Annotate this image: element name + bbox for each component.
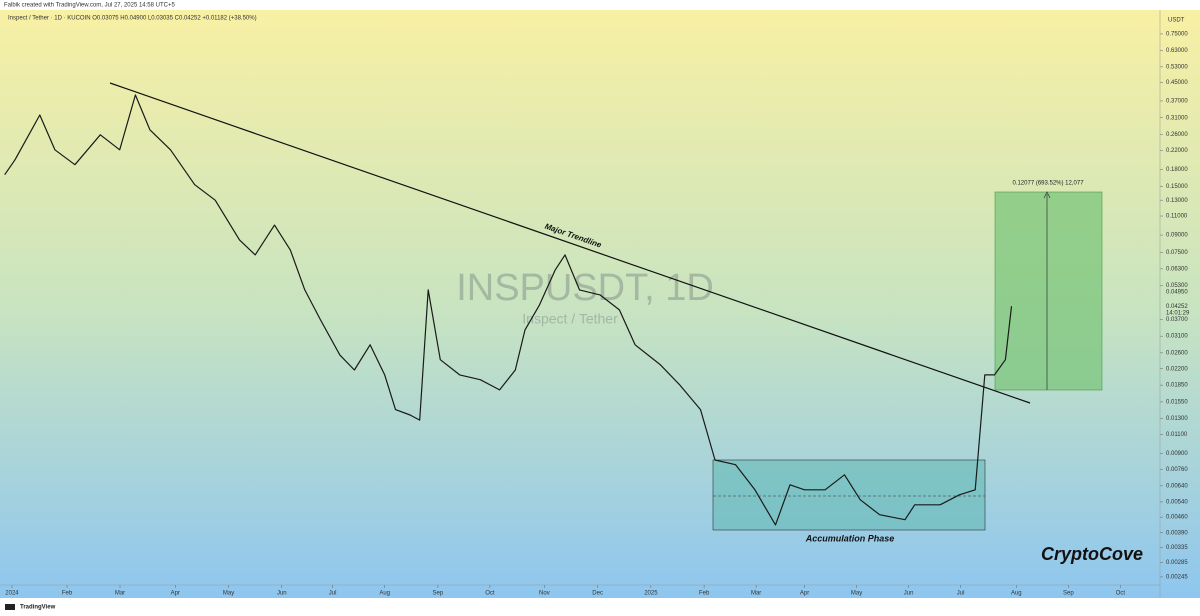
y-tick-label: 0.00245 xyxy=(1166,574,1188,580)
y-tick-label: 0.18000 xyxy=(1166,167,1188,173)
y-tick-label: 0.26000 xyxy=(1166,132,1188,138)
x-tick-label: Sep xyxy=(433,591,444,597)
y-tick-label: 0.01550 xyxy=(1166,400,1188,406)
y-tick-label: 0.09000 xyxy=(1166,233,1188,239)
y-tick-label: 0.00640 xyxy=(1166,483,1188,489)
y-tick-label: 0.01100 xyxy=(1166,432,1188,438)
accumulation-box xyxy=(712,459,986,531)
trendline xyxy=(109,82,1031,404)
y-tick-label: 0.00390 xyxy=(1166,530,1188,536)
x-tick-label: May xyxy=(223,591,234,597)
price-line xyxy=(4,94,1013,526)
x-tick-label: 2025 xyxy=(644,591,658,597)
x-tick-label: Sep xyxy=(1063,591,1074,597)
x-tick-label: Jul xyxy=(329,591,337,597)
target-box xyxy=(994,191,1103,391)
x-tick-label: Jun xyxy=(904,591,914,597)
y-tick-label: 0.02600 xyxy=(1166,350,1188,356)
x-tick-label: Dec xyxy=(592,591,603,597)
axis-unit: USDT xyxy=(1168,18,1185,24)
x-tick-label: Jun xyxy=(277,591,287,597)
watermark: INSPUSDT, 1D xyxy=(456,267,714,309)
x-tick-label: Aug xyxy=(379,591,390,597)
credit: Falbik created with TradingView.com, Jul… xyxy=(4,3,175,9)
x-tick-label: Feb xyxy=(62,591,73,597)
countdown: 14:01:29 xyxy=(1166,311,1190,317)
x-tick-label: May xyxy=(851,591,862,597)
x-tick-label: Apr xyxy=(171,591,180,597)
y-tick-label: 0.02200 xyxy=(1166,366,1188,372)
y-tick-label: 0.01300 xyxy=(1166,416,1188,422)
x-tick-label: Aug xyxy=(1011,591,1022,597)
x-tick-label: Apr xyxy=(800,591,809,597)
x-tick-label: Mar xyxy=(751,591,761,597)
x-tick-label: Jul xyxy=(957,591,965,597)
watermark-sub: Inspect / Tether xyxy=(522,311,618,327)
price-tag: 0.04252 xyxy=(1166,304,1188,310)
x-tick-label: Nov xyxy=(539,591,550,597)
x-tick-label: 2024 xyxy=(5,591,19,597)
accumulation-label: Accumulation Phase xyxy=(805,533,895,543)
footer-logo-icon xyxy=(5,604,15,610)
y-tick-label: 0.03100 xyxy=(1166,334,1188,340)
y-tick-label: 0.45000 xyxy=(1166,80,1188,86)
y-tick-label: 0.07500 xyxy=(1166,250,1188,256)
y-tick-label: 0.03700 xyxy=(1166,317,1188,323)
y-tick-label: 0.11000 xyxy=(1166,214,1188,220)
x-tick-label: Oct xyxy=(485,591,495,597)
y-tick-label: 0.00285 xyxy=(1166,560,1188,566)
y-tick-label: 0.00760 xyxy=(1166,467,1188,473)
target-arrowhead xyxy=(1043,191,1051,199)
x-tick-label: Mar xyxy=(115,591,125,597)
footer-logo: TradingView xyxy=(20,605,56,611)
y-tick-label: 0.01850 xyxy=(1166,383,1188,389)
y-tick-label: 0.53000 xyxy=(1166,64,1188,70)
price-tag: 0.04950 xyxy=(1166,289,1188,295)
y-tick-label: 0.75000 xyxy=(1166,32,1188,38)
y-tick-label: 0.06300 xyxy=(1166,266,1188,272)
x-tick-label: Feb xyxy=(699,591,710,597)
y-tick-label: 0.00460 xyxy=(1166,515,1188,521)
y-tick-label: 0.63000 xyxy=(1166,48,1188,54)
y-tick-label: 0.05300 xyxy=(1166,283,1188,289)
y-tick-label: 0.00540 xyxy=(1166,500,1188,506)
symbol-line: Inspect / Tether · 1D · KUCOIN O0.03075 … xyxy=(8,16,257,22)
y-tick-label: 0.00335 xyxy=(1166,545,1188,551)
x-tick-label: Oct xyxy=(1116,591,1126,597)
y-tick-label: 0.22000 xyxy=(1166,148,1188,154)
y-tick-label: 0.15000 xyxy=(1166,184,1188,190)
y-tick-label: 0.37000 xyxy=(1166,99,1188,105)
y-tick-label: 0.00900 xyxy=(1166,451,1188,457)
target-label: 0.12077 (693.52%) 12,077 xyxy=(1012,181,1084,187)
y-tick-label: 0.13000 xyxy=(1166,198,1188,204)
y-tick-label: 0.31000 xyxy=(1166,115,1188,121)
brand: CryptoCove xyxy=(1041,544,1143,564)
